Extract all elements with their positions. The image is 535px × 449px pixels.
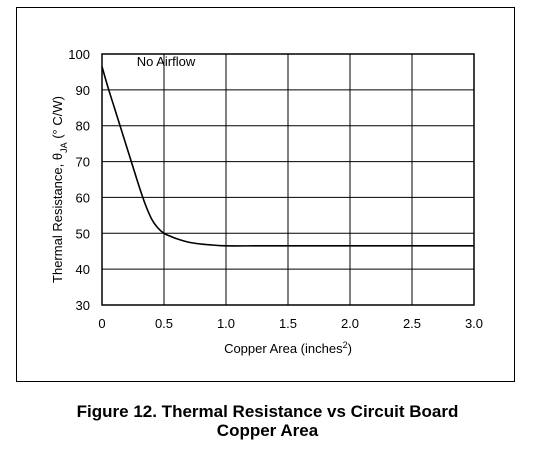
y-tick-label: 100 bbox=[68, 47, 90, 62]
y-axis-label: Thermal Resistance, θJA (° C/W) bbox=[50, 96, 69, 283]
x-tick-label: 1.5 bbox=[279, 316, 297, 331]
y-tick-label: 50 bbox=[76, 226, 90, 241]
x-tick-label: 2.5 bbox=[403, 316, 421, 331]
y-tick-label: 40 bbox=[76, 262, 90, 277]
caption-line-1: Figure 12. Thermal Resistance vs Circuit… bbox=[76, 402, 459, 421]
x-axis-label-superscript: 2 bbox=[343, 340, 348, 350]
caption-line-2: Copper Area bbox=[216, 421, 319, 440]
figure-caption: Figure 12. Thermal Resistance vs Circuit… bbox=[0, 402, 535, 440]
y-tick-label: 80 bbox=[76, 119, 90, 134]
x-tick-label: 0.5 bbox=[155, 316, 173, 331]
thermal-resistance-chart: 0 0.5 1.0 1.5 2.0 2.5 3.0 30 40 50 60 70 80 90 100 No… bbox=[50, 47, 483, 356]
y-tick-label: 70 bbox=[76, 155, 90, 170]
y-tick-label: 90 bbox=[76, 83, 90, 98]
x-tick-label: 3.0 bbox=[465, 316, 483, 331]
plot-area-border bbox=[101, 53, 475, 306]
x-axis-label-close: ) bbox=[348, 341, 352, 356]
y-tick-label: 30 bbox=[76, 298, 90, 313]
chart-frame bbox=[16, 7, 515, 382]
x-tick-label: 2.0 bbox=[341, 316, 359, 331]
x-tick-label: 0 bbox=[98, 316, 105, 331]
y-axis-label-text: Thermal Resistance, bbox=[50, 160, 65, 283]
grid-lines bbox=[101, 53, 475, 306]
y-axis-label-unit: (° C/W) bbox=[50, 96, 65, 142]
x-tick-label: 1.0 bbox=[217, 316, 235, 331]
y-axis-label-subscript: JA bbox=[59, 142, 69, 153]
y-tick-labels: 30 40 50 60 70 80 90 100 bbox=[68, 47, 90, 313]
y-tick-label: 60 bbox=[76, 190, 90, 205]
x-axis-label-text: Copper Area (inches bbox=[224, 341, 343, 356]
annotation-no-airflow: No Airflow bbox=[137, 54, 196, 69]
x-axis-label: Copper Area (inches2) bbox=[224, 340, 352, 356]
x-tick-labels: 0 0.5 1.0 1.5 2.0 2.5 3.0 bbox=[98, 316, 483, 331]
y-axis-label-theta: θ bbox=[50, 153, 65, 160]
series-line bbox=[101, 66, 474, 247]
